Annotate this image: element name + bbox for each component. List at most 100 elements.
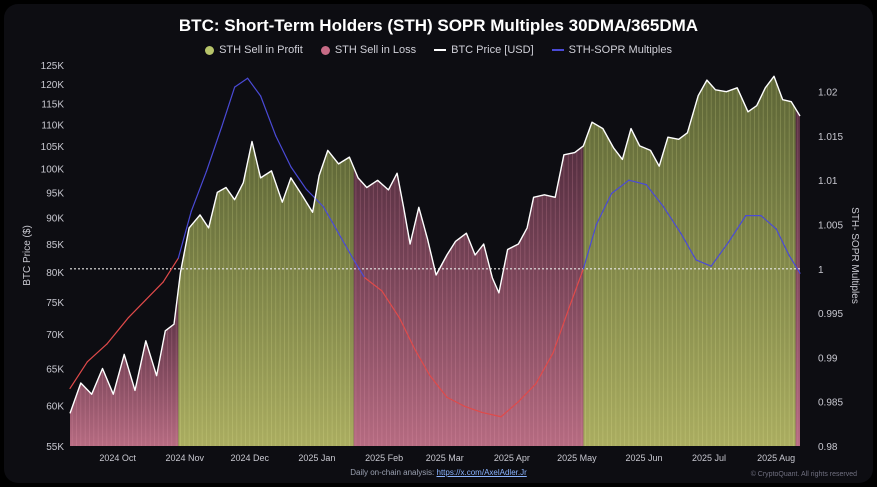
y2-tick-label: 1 [818,265,824,276]
y2-tick-label: 1.015 [818,132,843,143]
legend-label-loss: STH Sell in Loss [334,44,417,56]
x-tick-label: 2025 Jun [626,453,663,463]
legend: STH Sell in Profit STH Sell in Loss BTC … [4,44,873,56]
x-tick-label: 2025 Feb [365,453,403,463]
legend-label-price: BTC Price [USD] [451,44,534,56]
sopr-line-segment [86,343,108,363]
sopr-line-segment [727,215,747,243]
sopr-line-segment [695,259,712,267]
chart-title: BTC: Short-Term Holders (STH) SOPR Multi… [178,16,699,35]
x-tick-label: 2024 Nov [166,453,205,463]
x-tick-label: 2025 Apr [494,453,530,463]
sopr-line-segment [535,352,554,385]
region-fill-1 [178,141,354,446]
y-tick-label: 65K [46,364,64,375]
sopr-line-segment [260,95,277,137]
y-tick-label: 100K [41,165,65,176]
y-tick-label: 70K [46,330,64,341]
x-tick-label: 2025 Jul [692,453,726,463]
footer-prefix: Daily on-chain analysis: [350,468,435,477]
y-tick-label: 80K [46,268,64,279]
sopr-line-segment [127,299,147,319]
sopr-line-segment [582,223,597,270]
y-tick-label: 90K [46,213,64,224]
sopr-line-segment [428,374,448,398]
region-fill-0 [70,288,179,446]
y-tick-label: 125K [41,61,65,72]
x-tick-label: 2024 Oct [99,453,136,463]
y-tick-label: 110K [41,120,64,131]
sopr-line-segment [760,215,777,230]
sopr-line-segment [645,184,665,208]
legend-marker-loss [320,45,330,55]
sopr-line-segment [628,179,647,186]
sopr-line-segment [177,210,192,259]
y-tick-label: 105K [41,142,65,153]
sopr-line-segment [106,316,130,345]
x-tick-label: 2025 May [557,453,597,463]
sopr-line-segment [446,396,465,407]
legend-marker-profit [205,45,215,55]
sopr-line-segment [552,303,571,354]
legend-item-profit[interactable]: STH Sell in Profit [205,44,303,56]
x-tick-label: 2025 Jan [298,453,335,463]
y-tick-label: 85K [46,240,64,251]
sopr-line-segment [788,254,801,274]
sopr-line-segment [162,257,179,283]
legend-item-price[interactable]: BTC Price [USD] [434,44,534,56]
sopr-line-segment [69,361,88,390]
legend-label-sopr: STH-SOPR Multiples [568,44,672,56]
x-tick-label: 2024 Dec [231,453,270,463]
y-tick-label: 115K [41,100,64,111]
region-fill-3 [583,76,796,447]
y-tick-label: 120K [41,80,65,91]
sopr-line-segment [234,77,249,88]
sopr-line-segment [275,135,292,168]
sopr-line-segment [480,411,502,418]
legend-item-loss[interactable]: STH Sell in Loss [320,44,417,56]
y-axis-title: BTC Price ($) [22,225,33,286]
sopr-line-segment [775,228,790,257]
sopr-line-segment [463,405,483,413]
chart-canvas: 55K 60K 65K 70K 75K 80K 85K 90K 95K 100K 105K 110K 1… [22,61,860,463]
sopr-line-segment [338,232,355,261]
sopr-line-segment [662,206,682,234]
legend-label-profit: STH Sell in Profit [219,44,303,56]
y2-tick-label: 0.995 [818,309,843,320]
sopr-line-segment [398,316,416,350]
sopr-line-segment [500,401,519,418]
sopr-line-segment [595,192,613,226]
region-fill-2 [353,145,584,446]
y2-tick-label: 1.005 [818,220,843,231]
region-fill-4 [795,108,800,447]
x-tick-label: 2025 Mar [426,453,464,463]
legend-item-sopr[interactable]: STH-SOPR Multiples [551,44,672,56]
y2-tick-label: 0.98 [818,442,838,453]
sopr-line-segment [322,206,340,234]
footer: Daily on-chain analysis: https://x.com/A… [4,468,873,477]
sopr-line-segment [145,281,164,301]
sopr-line-segment [221,86,236,128]
sopr-line-segment [190,170,208,212]
sopr-line-segment [680,232,697,261]
sopr-line-segment [363,277,383,292]
footer-link[interactable]: https://x.com/AxelAdler.Jr [436,468,527,477]
price-line [69,75,801,414]
sopr-line-segment [353,259,366,279]
y2-tick-label: 1.02 [818,88,838,99]
sopr-line-segment [517,383,537,403]
x-tick-label: 2025 Aug [757,453,795,463]
sopr-line-segment [247,77,262,97]
y2-tick-label: 0.99 [818,353,838,364]
y-tick-label: 60K [46,402,64,413]
sopr-line-segment [290,166,307,190]
legend-marker-sopr [551,49,564,51]
sopr-line-segment [205,126,223,172]
chart-frame: BTC: Short-Term Holders (STH) SOPR Multi… [4,4,873,483]
y-tick-label: 95K [46,188,64,199]
sopr-line-segment [710,241,730,267]
y-tick-label: 75K [46,298,64,309]
sopr-line-segment [610,179,630,195]
sopr-line-segment [413,347,431,376]
sopr-line-segment [569,268,584,305]
